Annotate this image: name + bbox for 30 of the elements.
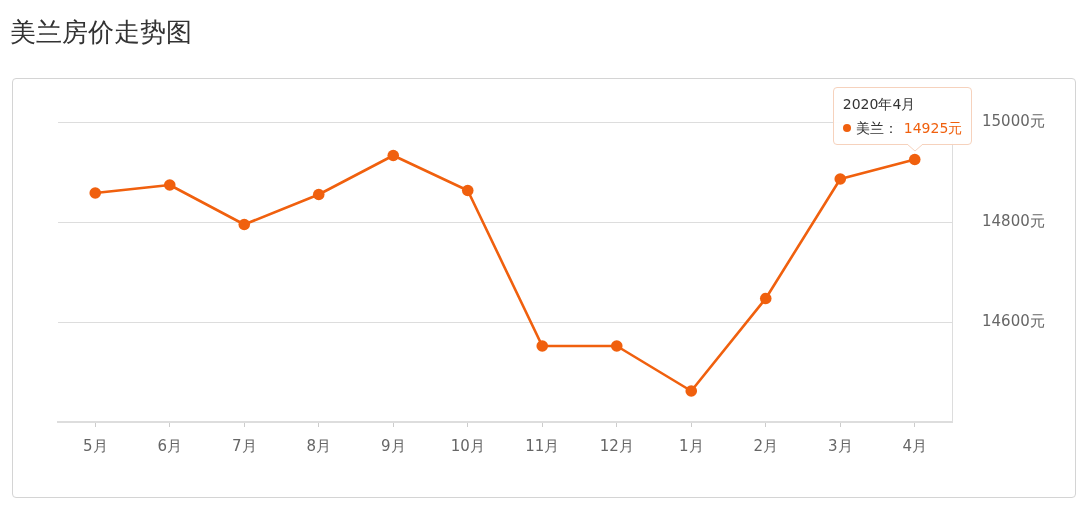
y-tick-label: 14600元 (982, 311, 1045, 330)
point (759, 292, 772, 305)
data-label: 14925元 (903, 118, 963, 138)
x-tick-label: 11月 (525, 436, 560, 455)
y-tick-label: 14800元 (982, 211, 1045, 230)
x-tick-label: 2月 (753, 436, 779, 455)
point (163, 179, 176, 191)
point (387, 149, 400, 162)
x-tick-label: 6月 (157, 436, 183, 455)
point (89, 187, 102, 199)
chart-title: 美兰房价走势图 (10, 16, 192, 48)
point (312, 188, 325, 201)
x-tick-label: 4月 (902, 436, 928, 455)
x-tick-label: 5月 (82, 436, 108, 455)
point (461, 184, 474, 197)
x-tick-label: 10月 (450, 436, 485, 455)
x-tick-label: 8月 (306, 436, 332, 455)
x-tick-label: 3月 (827, 436, 853, 455)
point (834, 173, 847, 185)
point (238, 218, 251, 231)
legend-label: 美兰： (855, 118, 898, 138)
x-tick-label: 7月 (231, 436, 257, 455)
point (610, 340, 623, 352)
x-tick-label: 9月 (380, 436, 406, 455)
y-tick-label: 15000元 (982, 111, 1045, 130)
point (908, 153, 921, 166)
x-tick-label: 1月 (678, 436, 704, 455)
point (536, 340, 549, 352)
x-tick-label: 12月 (599, 436, 634, 455)
point (685, 385, 698, 397)
